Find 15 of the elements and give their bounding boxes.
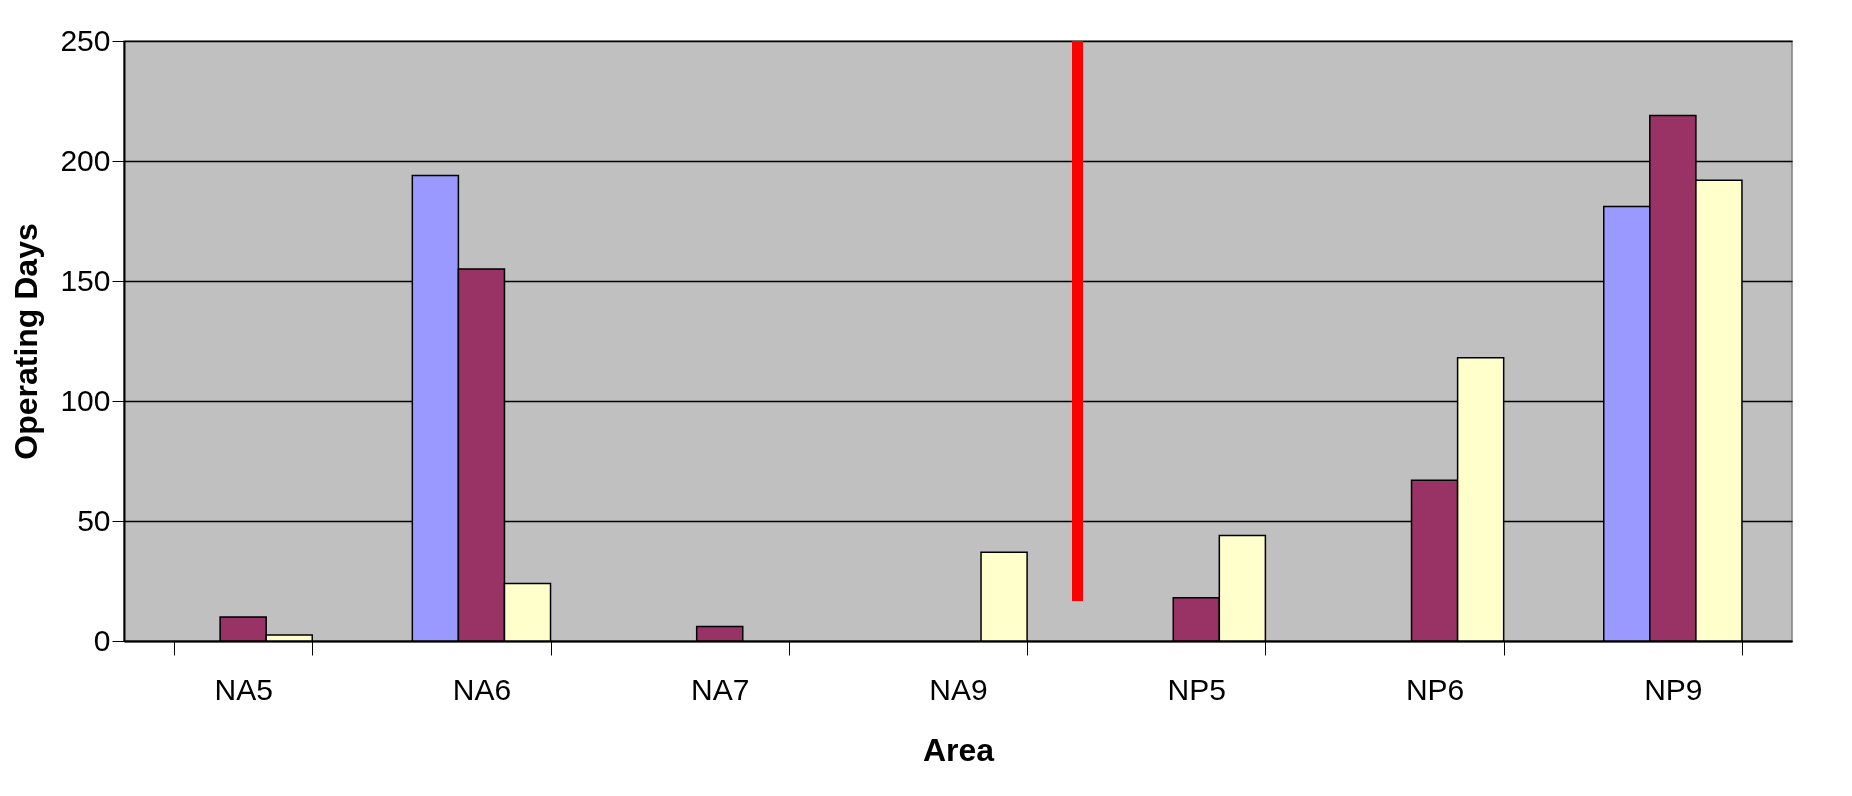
y-axis-title: Operating Days bbox=[8, 223, 45, 460]
y-tick-label: 0 bbox=[93, 623, 111, 657]
y-tick-label: 50 bbox=[77, 503, 111, 537]
x-tick-label: NP5 bbox=[1167, 672, 1226, 706]
x-tick-label: NA7 bbox=[691, 672, 750, 706]
x-tick-label: NA9 bbox=[929, 672, 988, 706]
x-tick-label: NA5 bbox=[214, 672, 273, 706]
y-tick-label: 250 bbox=[60, 23, 111, 57]
y-tick-label: 200 bbox=[60, 143, 111, 177]
x-axis-title: Area bbox=[922, 731, 995, 768]
x-tick-label: NP6 bbox=[1405, 672, 1465, 706]
x-tick-label: NA6 bbox=[452, 672, 512, 706]
y-tick-label: 100 bbox=[60, 383, 111, 417]
x-tick-label: NP9 bbox=[1644, 672, 1703, 706]
y-tick-label: 150 bbox=[60, 263, 111, 297]
